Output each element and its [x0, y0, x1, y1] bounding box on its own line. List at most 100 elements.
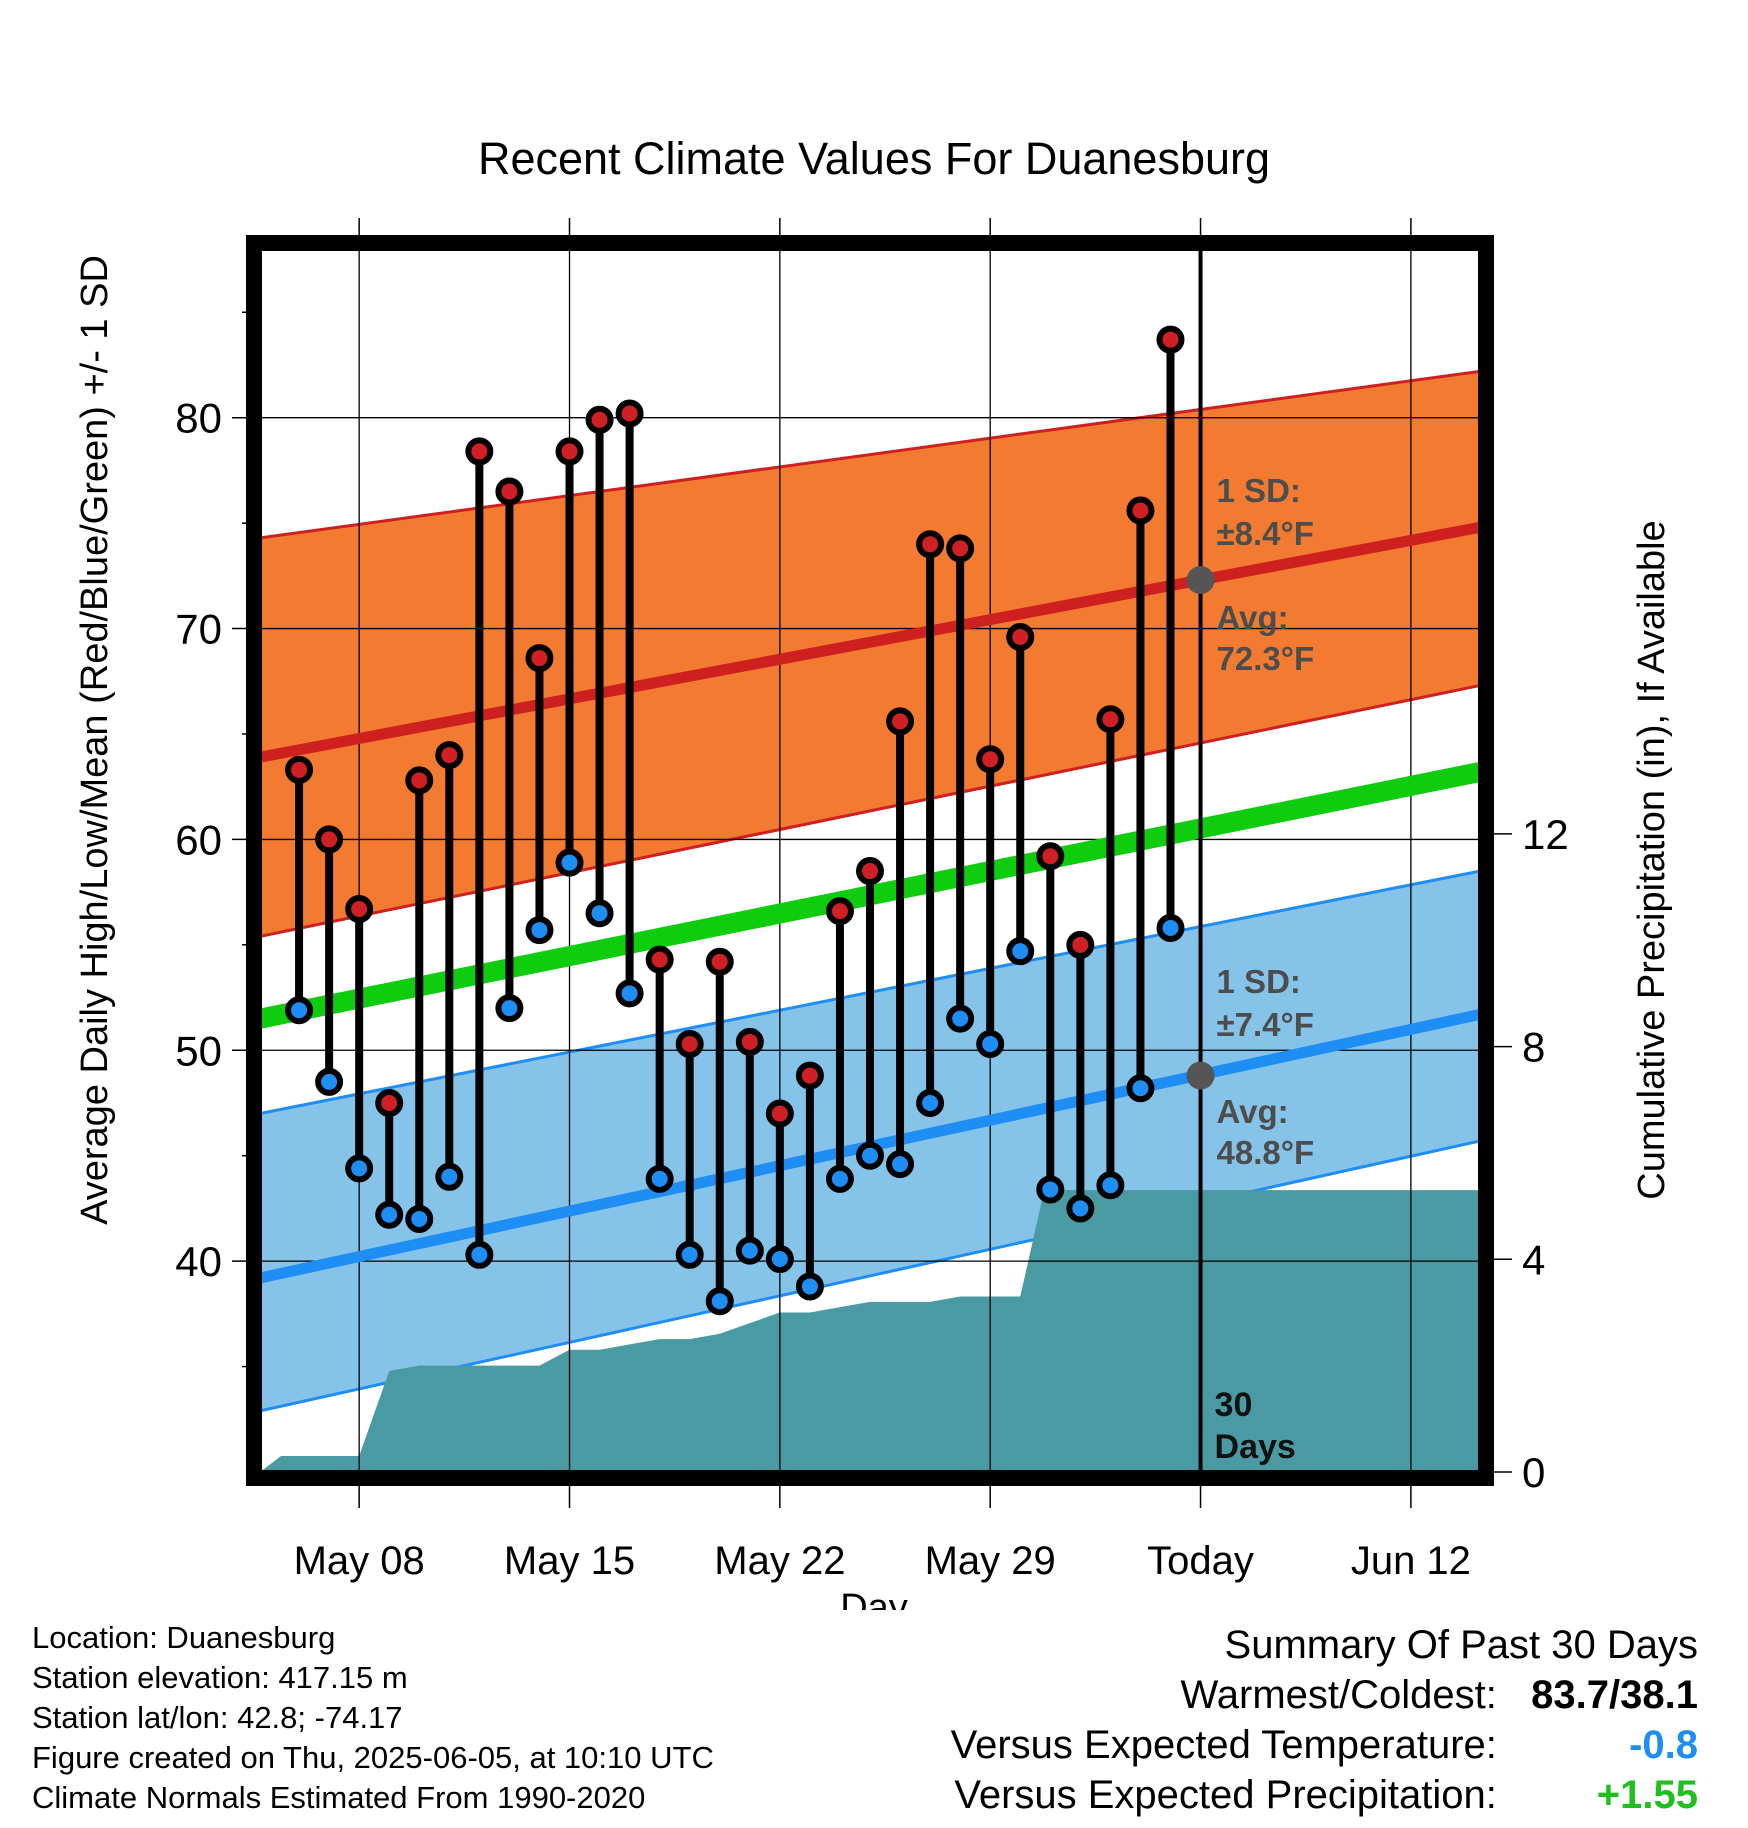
warmest-label: Warmest/Coldest: — [1180, 1673, 1497, 1717]
daily-high-marker — [585, 405, 614, 434]
daily-low-marker — [765, 1245, 794, 1274]
y-tick-label: 70 — [175, 606, 222, 653]
daily-high-marker — [1096, 705, 1125, 734]
precip-value: +1.55 — [1596, 1773, 1698, 1817]
plot-data-layer — [260, 249, 1480, 1472]
daily-high-marker — [465, 437, 494, 466]
daily-high-marker — [615, 399, 644, 428]
daily-low-marker — [976, 1029, 1005, 1058]
daily-low-marker — [856, 1141, 884, 1170]
daily-low-marker — [345, 1154, 374, 1183]
latlon-text: Station lat/lon: 42.8; -74.17 — [32, 1700, 403, 1735]
high-sd-value: ±8.4°F — [1217, 515, 1314, 552]
high-sd-label: 1 SD: — [1217, 472, 1301, 509]
daily-low-marker — [916, 1088, 945, 1117]
x-axis-label: Day — [840, 1587, 908, 1610]
daily-low-marker — [675, 1240, 704, 1269]
temp-value: -0.8 — [1629, 1723, 1698, 1767]
daily-high-marker — [735, 1027, 764, 1056]
daily-high-marker — [1006, 622, 1035, 651]
high-normal-line — [260, 521, 1480, 763]
daily-high-marker — [946, 534, 975, 563]
high-avg-value: 72.3°F — [1217, 640, 1315, 677]
x-tick-label: May 22 — [714, 1539, 845, 1583]
summary-title: Summary Of Past 30 Days — [1224, 1623, 1698, 1667]
daily-high-marker — [1066, 930, 1095, 959]
daily-high-marker — [375, 1088, 404, 1117]
low-avg-label: Avg: — [1217, 1093, 1289, 1130]
daily-high-marker — [916, 530, 945, 559]
summary-panel: Summary Of Past 30 Days Warmest/Coldest:… — [951, 1620, 1698, 1820]
temp-label: Versus Expected Temperature: — [950, 1723, 1497, 1767]
daily-low-marker — [375, 1200, 404, 1229]
today-count-label: 30 — [1215, 1386, 1253, 1424]
daily-high-marker — [825, 897, 854, 926]
daily-low-marker — [1156, 913, 1185, 942]
elevation-text: Station elevation: 417.15 m — [32, 1660, 408, 1695]
normals-text: Climate Normals Estimated From 1990-2020 — [32, 1780, 646, 1815]
daily-low-marker — [1126, 1074, 1155, 1103]
high-sd-band — [260, 371, 1480, 937]
high-sd-band-upper-edge — [260, 369, 1480, 540]
x-tick-label: May 08 — [294, 1539, 425, 1583]
daily-high-marker — [886, 707, 915, 736]
daily-high-marker — [1156, 325, 1185, 354]
daily-low-marker — [465, 1240, 494, 1269]
daily-low-marker — [705, 1287, 734, 1316]
low-sd-label: 1 SD: — [1217, 963, 1301, 1000]
daily-low-marker — [555, 848, 584, 877]
daily-high-marker — [435, 741, 464, 770]
daily-high-marker — [856, 857, 884, 886]
x-tick-label: Today — [1147, 1539, 1254, 1583]
location-text: Location: Duanesburg — [32, 1620, 336, 1655]
daily-low-marker — [795, 1272, 824, 1301]
daily-high-marker — [315, 825, 344, 854]
daily-high-marker — [976, 745, 1005, 774]
precip-label: Versus Expected Precipitation: — [954, 1773, 1497, 1817]
warmest-value: 83.7/38.1 — [1531, 1673, 1698, 1717]
daily-low-marker — [285, 996, 314, 1025]
y2-tick-label: 12 — [1522, 811, 1569, 858]
plot-area: 1 SD: ±8.4°F Avg: 72.3°F 1 SD: ±7.4°F Avg: 48.8… — [175, 218, 1569, 1583]
plot-frame — [246, 235, 1494, 1486]
daily-high-marker — [795, 1061, 824, 1090]
daily-low-marker — [645, 1164, 674, 1193]
low-avg-value: 48.8°F — [1217, 1134, 1315, 1171]
y2-axis-label: Cumulative Precipitation (in), If Availa… — [1631, 520, 1673, 1199]
daily-high-marker — [1036, 842, 1065, 871]
summary-temp-row: Versus Expected Temperature: -0.8 — [951, 1720, 1698, 1770]
chart-title: Recent Climate Values For Duanesburg — [478, 133, 1270, 184]
y2-tick-label: 0 — [1522, 1449, 1545, 1496]
daily-high-marker — [645, 945, 674, 974]
daily-low-marker — [525, 916, 554, 945]
high-sd-band-lower-edge — [260, 684, 1480, 938]
daily-low-marker — [435, 1162, 464, 1191]
daily-high-marker — [285, 755, 314, 784]
y-tick-label: 50 — [175, 1027, 222, 1074]
daily-low-marker — [315, 1067, 344, 1096]
daily-high-marker — [405, 766, 434, 795]
y-tick-label: 60 — [175, 816, 222, 863]
created-text: Figure created on Thu, 2025-06-05, at 10… — [32, 1740, 714, 1775]
y2-tick-label: 8 — [1522, 1024, 1545, 1071]
high-avg-label: Avg: — [1217, 599, 1289, 636]
y-tick-label: 80 — [175, 395, 222, 442]
y-axis-label: Average Daily High/Low/Mean (Red/Blue/Gr… — [74, 255, 116, 1225]
climate-chart: Recent Climate Values For Duanesburg 1 S… — [74, 133, 1673, 1610]
daily-high-marker — [765, 1099, 794, 1128]
daily-low-marker — [585, 899, 614, 928]
daily-low-marker — [735, 1236, 764, 1265]
y2-tick-label: 4 — [1522, 1236, 1545, 1283]
summary-warmest-row: Warmest/Coldest: 83.7/38.1 — [951, 1670, 1699, 1720]
station-info: Location: Duanesburg Station elevation: … — [32, 1618, 714, 1818]
daily-low-marker — [946, 1004, 975, 1033]
x-tick-label: May 29 — [925, 1539, 1056, 1583]
daily-high-marker — [525, 644, 554, 673]
x-tick-label: Jun 12 — [1351, 1539, 1471, 1583]
x-tick-label: May 15 — [504, 1539, 635, 1583]
daily-low-marker — [405, 1204, 434, 1233]
daily-low-marker — [495, 994, 524, 1023]
y-tick-label: 40 — [175, 1238, 222, 1285]
daily-low-marker — [1006, 937, 1035, 966]
daily-low-marker — [1066, 1194, 1095, 1223]
